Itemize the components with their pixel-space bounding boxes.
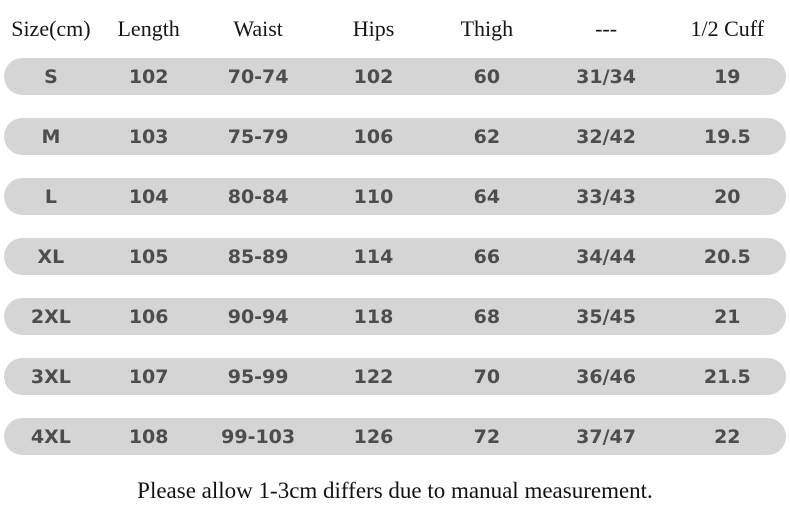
- header-half-cuff: 1/2 Cuff: [690, 16, 765, 41]
- cell-thigh: 64: [473, 185, 501, 208]
- cell-waist: 80-84: [227, 185, 289, 208]
- table-row-xl: XL 105 85-89 114 66 34/44 20.5: [4, 238, 786, 275]
- cell-size: 4XL: [30, 425, 71, 448]
- cell-waist: 85-89: [227, 245, 289, 268]
- table-row-m: M 103 75-79 106 62 32/42 19.5: [4, 118, 786, 155]
- cell-dashes: 34/44: [576, 245, 636, 268]
- table-row-4xl: 4XL 108 99-103 126 72 37/47 22: [4, 418, 786, 455]
- cell-hips: 118: [353, 305, 394, 328]
- header-length: Length: [117, 16, 180, 41]
- header-row: Size(cm) Length Waist Hips Thigh --- 1/2…: [0, 0, 790, 58]
- cell-length: 104: [128, 185, 169, 208]
- cell-hips: 106: [353, 125, 394, 148]
- cell-length: 105: [128, 245, 169, 268]
- table-row-3xl: 3XL 107 95-99 122 70 36/46 21.5: [4, 358, 786, 395]
- cell-thigh: 68: [473, 305, 501, 328]
- cell-size: 2XL: [30, 305, 71, 328]
- cell-half-cuff: 20: [714, 185, 741, 208]
- cell-half-cuff: 21.5: [703, 365, 751, 388]
- cell-hips: 122: [353, 365, 394, 388]
- header-thigh: Thigh: [460, 16, 514, 41]
- cell-length: 102: [128, 65, 169, 88]
- cell-hips: 114: [353, 245, 394, 268]
- cell-thigh: 66: [473, 245, 501, 268]
- cell-half-cuff: 21: [714, 305, 741, 328]
- cell-size: S: [44, 65, 58, 88]
- cell-hips: 110: [353, 185, 394, 208]
- measurement-note: Please allow 1-3cm differs due to manual…: [137, 478, 653, 503]
- cell-length: 107: [128, 365, 169, 388]
- cell-length: 103: [128, 125, 169, 148]
- cell-half-cuff: 22: [714, 425, 741, 448]
- cell-waist: 70-74: [227, 65, 289, 88]
- cell-size: M: [41, 125, 61, 148]
- cell-waist: 95-99: [227, 365, 289, 388]
- cell-thigh: 62: [473, 125, 501, 148]
- cell-thigh: 70: [473, 365, 501, 388]
- cell-dashes: 36/46: [576, 365, 636, 388]
- cell-hips: 102: [353, 65, 394, 88]
- cell-waist: 99-103: [221, 425, 296, 448]
- table-row-l: L 104 80-84 110 64 33/43 20: [4, 178, 786, 215]
- header-dashes: ---: [595, 16, 618, 41]
- cell-waist: 75-79: [227, 125, 289, 148]
- cell-size: XL: [37, 245, 65, 268]
- cell-dashes: 37/47: [576, 425, 636, 448]
- table-row-s: S 102 70-74 102 60 31/34 19: [4, 58, 786, 95]
- cell-size: L: [44, 185, 57, 208]
- cell-dashes: 32/42: [576, 125, 636, 148]
- table-row-2xl: 2XL 106 90-94 118 68 35/45 21: [4, 298, 786, 335]
- cell-half-cuff: 19.5: [703, 125, 751, 148]
- cell-dashes: 33/43: [576, 185, 636, 208]
- cell-length: 108: [128, 425, 169, 448]
- cell-size: 3XL: [30, 365, 71, 388]
- cell-dashes: 31/34: [576, 65, 636, 88]
- cell-length: 106: [128, 305, 169, 328]
- cell-half-cuff: 20.5: [703, 245, 751, 268]
- cell-thigh: 60: [473, 65, 501, 88]
- cell-half-cuff: 19: [714, 65, 741, 88]
- header-hips: Hips: [352, 16, 395, 41]
- cell-thigh: 72: [473, 425, 501, 448]
- header-waist: Waist: [233, 16, 283, 41]
- cell-hips: 126: [353, 425, 394, 448]
- cell-dashes: 35/45: [576, 305, 636, 328]
- cell-waist: 90-94: [227, 305, 289, 328]
- header-size: Size(cm): [11, 16, 91, 41]
